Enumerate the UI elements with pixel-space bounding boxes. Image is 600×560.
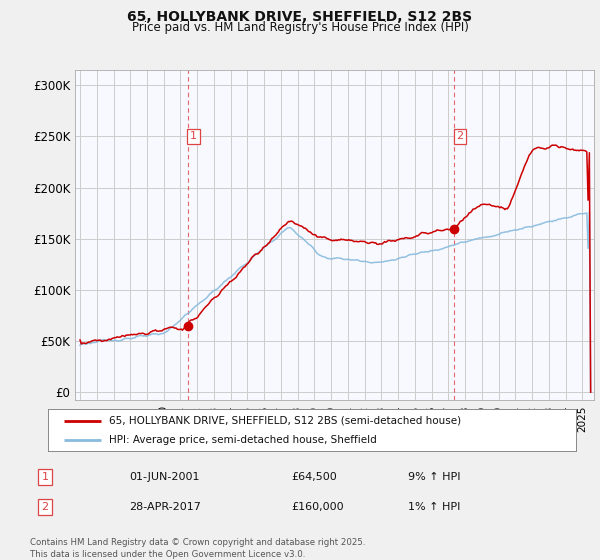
Text: 1: 1 [190,132,197,142]
Text: 2: 2 [457,132,464,142]
Text: 2: 2 [41,502,49,512]
Text: Price paid vs. HM Land Registry's House Price Index (HPI): Price paid vs. HM Land Registry's House … [131,21,469,34]
Text: 65, HOLLYBANK DRIVE, SHEFFIELD, S12 2BS (semi-detached house): 65, HOLLYBANK DRIVE, SHEFFIELD, S12 2BS … [109,416,461,426]
Text: 1: 1 [41,472,49,482]
Text: £64,500: £64,500 [291,472,337,482]
Text: £160,000: £160,000 [291,502,344,512]
Text: 65, HOLLYBANK DRIVE, SHEFFIELD, S12 2BS: 65, HOLLYBANK DRIVE, SHEFFIELD, S12 2BS [127,10,473,24]
Text: 28-APR-2017: 28-APR-2017 [129,502,201,512]
Text: 01-JUN-2001: 01-JUN-2001 [129,472,199,482]
Text: Contains HM Land Registry data © Crown copyright and database right 2025.
This d: Contains HM Land Registry data © Crown c… [30,538,365,559]
Text: 1% ↑ HPI: 1% ↑ HPI [408,502,460,512]
Text: HPI: Average price, semi-detached house, Sheffield: HPI: Average price, semi-detached house,… [109,435,376,445]
Text: 9% ↑ HPI: 9% ↑ HPI [408,472,461,482]
